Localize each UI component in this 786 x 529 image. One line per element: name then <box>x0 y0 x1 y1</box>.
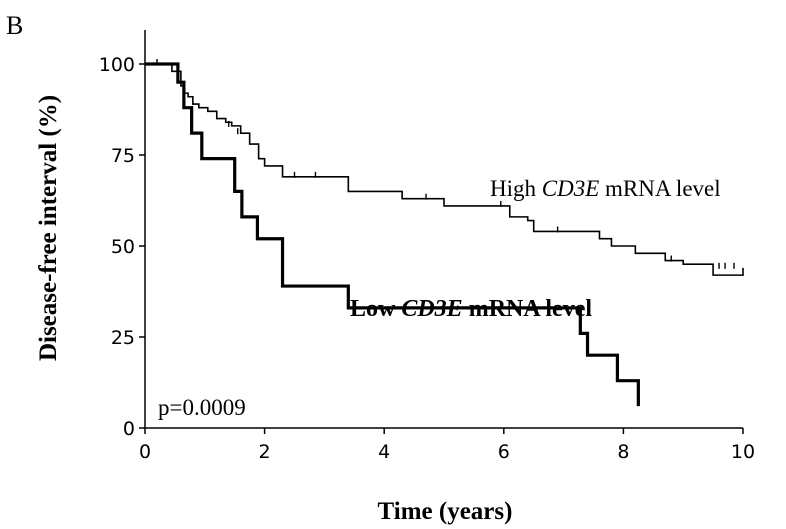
y-axis-label: Disease-free interval (%) <box>35 95 62 361</box>
y-tick-label: 100 <box>99 54 135 76</box>
y-tick-label: 75 <box>111 145 135 167</box>
series-label-low: Low CD3E mRNA level <box>350 296 592 322</box>
x-tick-label: 8 <box>617 441 629 463</box>
x-tick-label: 2 <box>259 441 271 463</box>
series-line-high <box>145 63 744 276</box>
y-ticks: 0 25 50 75 100 <box>99 54 145 440</box>
series-line-low <box>145 62 640 407</box>
x-axis-label: Time (years) <box>378 498 513 525</box>
y-tick-label: 0 <box>123 418 135 440</box>
panel-label: B <box>6 11 23 40</box>
x-tick-label: 4 <box>378 441 390 463</box>
axes <box>144 30 743 429</box>
series-label-high: High CD3E mRNA level <box>490 176 721 201</box>
x-tick-label: 0 <box>139 441 151 463</box>
x-tick-label: 10 <box>731 441 755 463</box>
y-tick-label: 25 <box>111 327 135 349</box>
p-value-annotation: p=0.0009 <box>158 395 246 420</box>
x-ticks: 0 2 4 6 8 10 <box>139 428 755 463</box>
series-layer <box>145 59 744 407</box>
y-tick-label: 50 <box>111 236 135 258</box>
x-tick-label: 6 <box>498 441 510 463</box>
